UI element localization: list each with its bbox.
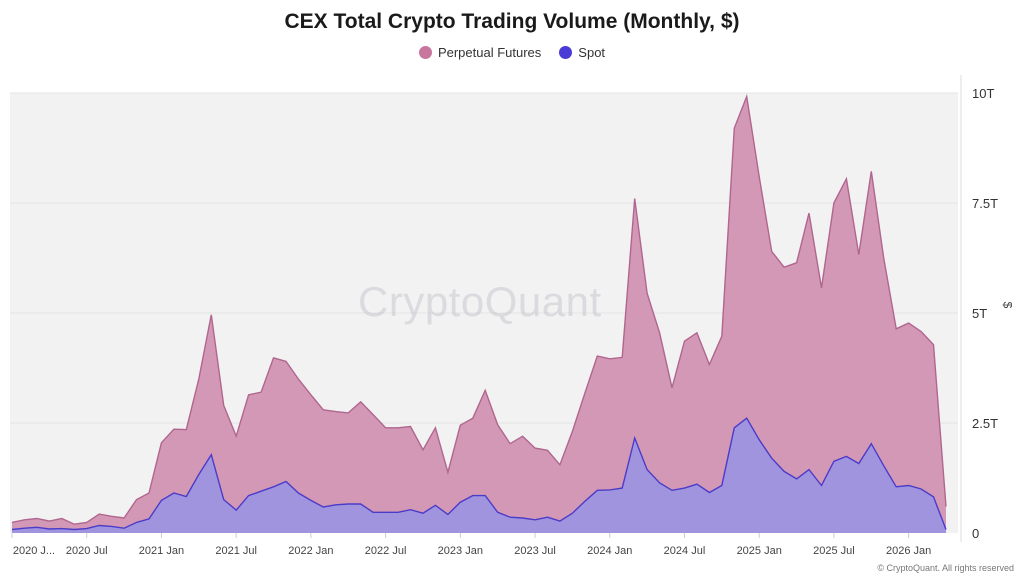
x-tick-label: 2024 Jan: [587, 545, 632, 557]
x-tick-label: 2026 Jan: [886, 545, 931, 557]
x-tick-label: 2025 Jul: [813, 545, 855, 557]
x-tick-label: 2025 Jan: [737, 545, 782, 557]
legend-item-spot[interactable]: Spot: [559, 45, 605, 60]
x-tick-label: 2024 Jul: [664, 545, 706, 557]
x-tick-label: 2023 Jul: [514, 545, 556, 557]
chart-title: CEX Total Crypto Trading Volume (Monthly…: [284, 10, 740, 33]
spot-line: [11, 417, 947, 531]
x-tick-label: 2022 Jan: [288, 545, 333, 557]
y-axis-label: $: [1000, 301, 1015, 309]
legend: Perpetual Futures Spot: [0, 45, 1024, 60]
copyright: © CryptoQuant. All rights reserved: [877, 563, 1014, 573]
legend-label: Perpetual Futures: [437, 45, 542, 60]
legend-item-perpetual-futures[interactable]: Perpetual Futures: [418, 45, 542, 60]
x-tick-label: 2022 Jul: [365, 545, 407, 557]
y-tick-label: 7.5T: [972, 196, 998, 211]
perpetual-futures-line: [11, 93, 947, 525]
perpetual-futures-area: [12, 96, 946, 533]
spot-area: [12, 418, 946, 533]
y-tick-label: 2.5T: [972, 416, 998, 431]
x-tick-label: 2020 Jul: [66, 545, 108, 557]
y-tick-label: 10T: [972, 86, 994, 101]
legend-dot-icon: [418, 46, 432, 59]
watermark-logo: CryptoQuant: [358, 278, 602, 325]
legend-dot-icon: [559, 46, 573, 59]
y-tick-label: 5T: [972, 306, 987, 321]
x-tick-label: 2020 J...: [13, 545, 55, 557]
x-tick-label: 2021 Jul: [215, 545, 257, 557]
legend-label: Spot: [578, 45, 606, 60]
x-tick-label: 2023 Jan: [438, 545, 483, 557]
x-tick-label: 2021 Jan: [139, 545, 184, 557]
y-tick-label: 0: [972, 526, 979, 541]
